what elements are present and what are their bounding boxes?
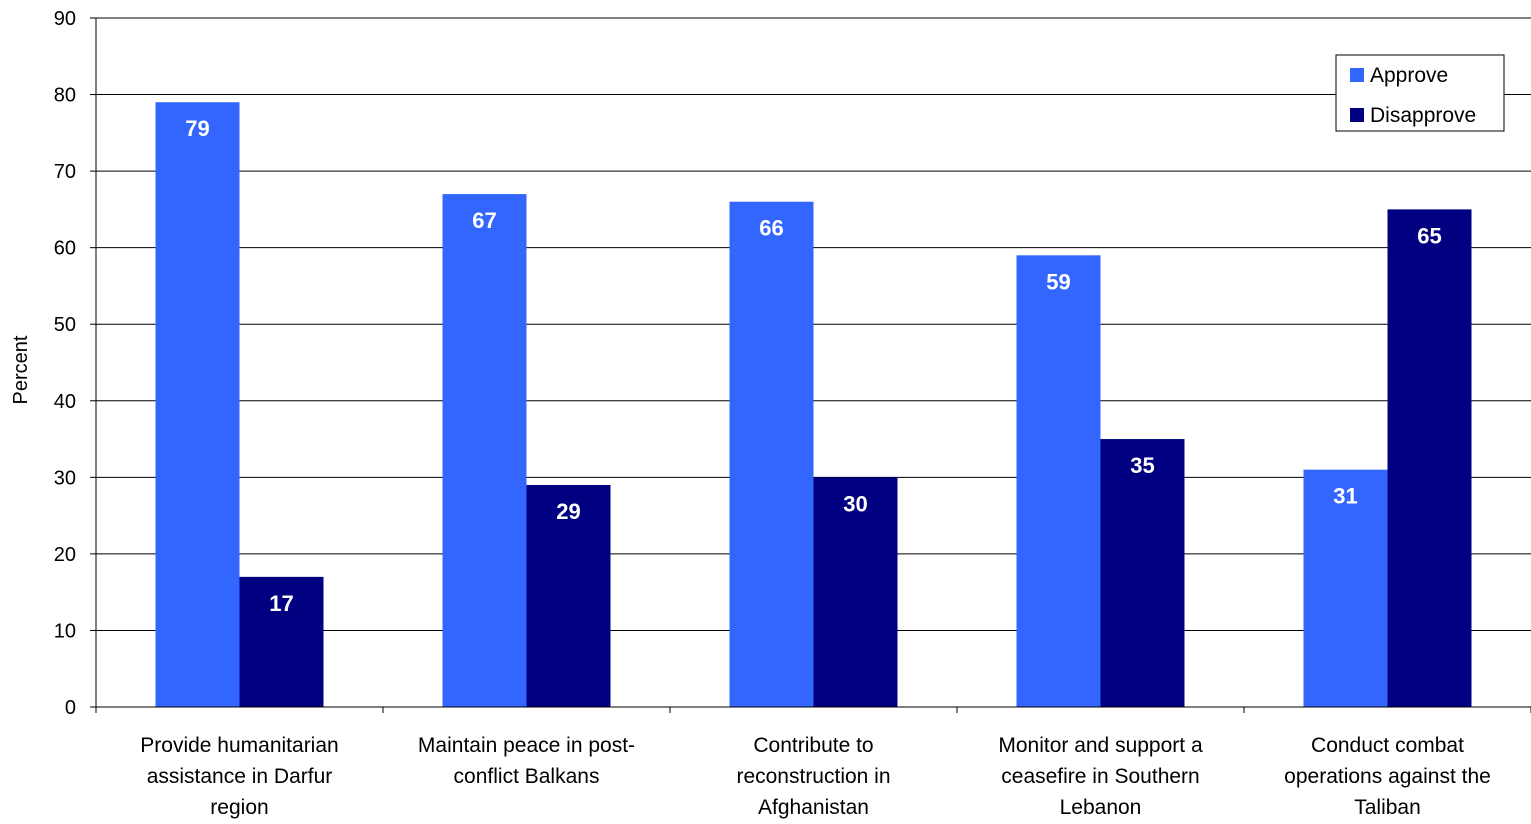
bar-approve-1 — [442, 194, 527, 708]
category-label-line: region — [210, 796, 268, 819]
legend-label-disapprove: Disapprove — [1370, 104, 1476, 127]
x-category-label: Provide humanitarian assistance in Darfur… — [140, 734, 338, 819]
bar-disapprove-0 — [239, 576, 324, 707]
category-label-line: Conduct combat — [1311, 734, 1464, 757]
y-tick-label: 80 — [54, 85, 76, 107]
bar-approve-2 — [729, 201, 814, 707]
data-label: 66 — [759, 216, 783, 241]
data-label: 79 — [185, 116, 209, 141]
x-category-labels: Provide humanitarian assistance in Darfur… — [140, 734, 1491, 819]
category-label-line: Maintain peace in post- — [418, 734, 635, 757]
category-label-line: Lebanon — [1060, 796, 1142, 819]
axes — [90, 17, 1531, 713]
category-label-line: Contribute to — [753, 734, 873, 757]
category-label-line: reconstruction in — [736, 765, 890, 788]
bar-approve-4 — [1303, 469, 1388, 707]
category-label-line: Afghanistan — [758, 796, 869, 819]
bar-disapprove-1 — [526, 484, 611, 707]
category-label-line: assistance in Darfur — [147, 765, 333, 788]
legend-label-approve: Approve — [1370, 64, 1448, 87]
y-tick-labels: 0 10 20 30 40 50 60 70 80 90 — [54, 8, 76, 719]
bar-approve-0 — [155, 102, 240, 707]
data-label: 30 — [843, 491, 867, 516]
y-tick-label: 50 — [54, 314, 76, 336]
x-category-label: Conduct combat operations against the Tali… — [1284, 734, 1491, 819]
bar-disapprove-2 — [813, 477, 898, 707]
bar-disapprove-3 — [1100, 439, 1185, 707]
x-category-label: Monitor and support a ceasefire in Southe… — [998, 734, 1203, 819]
bar-approve-3 — [1016, 255, 1101, 708]
data-label: 67 — [472, 208, 496, 233]
data-label: 29 — [556, 499, 580, 524]
y-axis-label: Percent — [10, 335, 32, 404]
y-tick-label: 20 — [54, 544, 76, 566]
y-tick-label: 70 — [54, 161, 76, 183]
category-label-line: Monitor and support a — [998, 734, 1203, 757]
y-tick-label: 10 — [54, 620, 76, 642]
x-category-label: Contribute to reconstruction in Afghanista… — [736, 734, 890, 819]
legend: Approve Disapprove — [1335, 54, 1505, 132]
category-label-line: conflict Balkans — [454, 765, 600, 788]
data-label: 17 — [269, 591, 293, 616]
y-tick-label: 60 — [54, 238, 76, 260]
data-label: 59 — [1046, 269, 1070, 294]
category-label-line: ceasefire in Southern — [1001, 765, 1199, 788]
bar-disapprove-4 — [1387, 209, 1472, 707]
y-tick-label: 40 — [54, 391, 76, 413]
legend-swatch-disapprove — [1350, 108, 1364, 122]
category-label-line: operations against the — [1284, 765, 1491, 788]
category-label-line: Taliban — [1354, 796, 1421, 819]
x-category-label: Maintain peace in post-conflict Balkans — [418, 734, 635, 788]
data-label: 35 — [1130, 453, 1154, 478]
legend-swatch-approve — [1350, 68, 1364, 82]
data-label: 65 — [1417, 223, 1441, 248]
y-tick-label: 0 — [65, 697, 76, 719]
bars: 79 17 67 29 66 30 59 35 31 65 — [155, 102, 1472, 708]
category-label-line: Provide humanitarian — [140, 734, 338, 757]
y-tick-label: 30 — [54, 467, 76, 489]
y-tick-label: 90 — [54, 8, 76, 30]
data-label: 31 — [1333, 484, 1357, 509]
